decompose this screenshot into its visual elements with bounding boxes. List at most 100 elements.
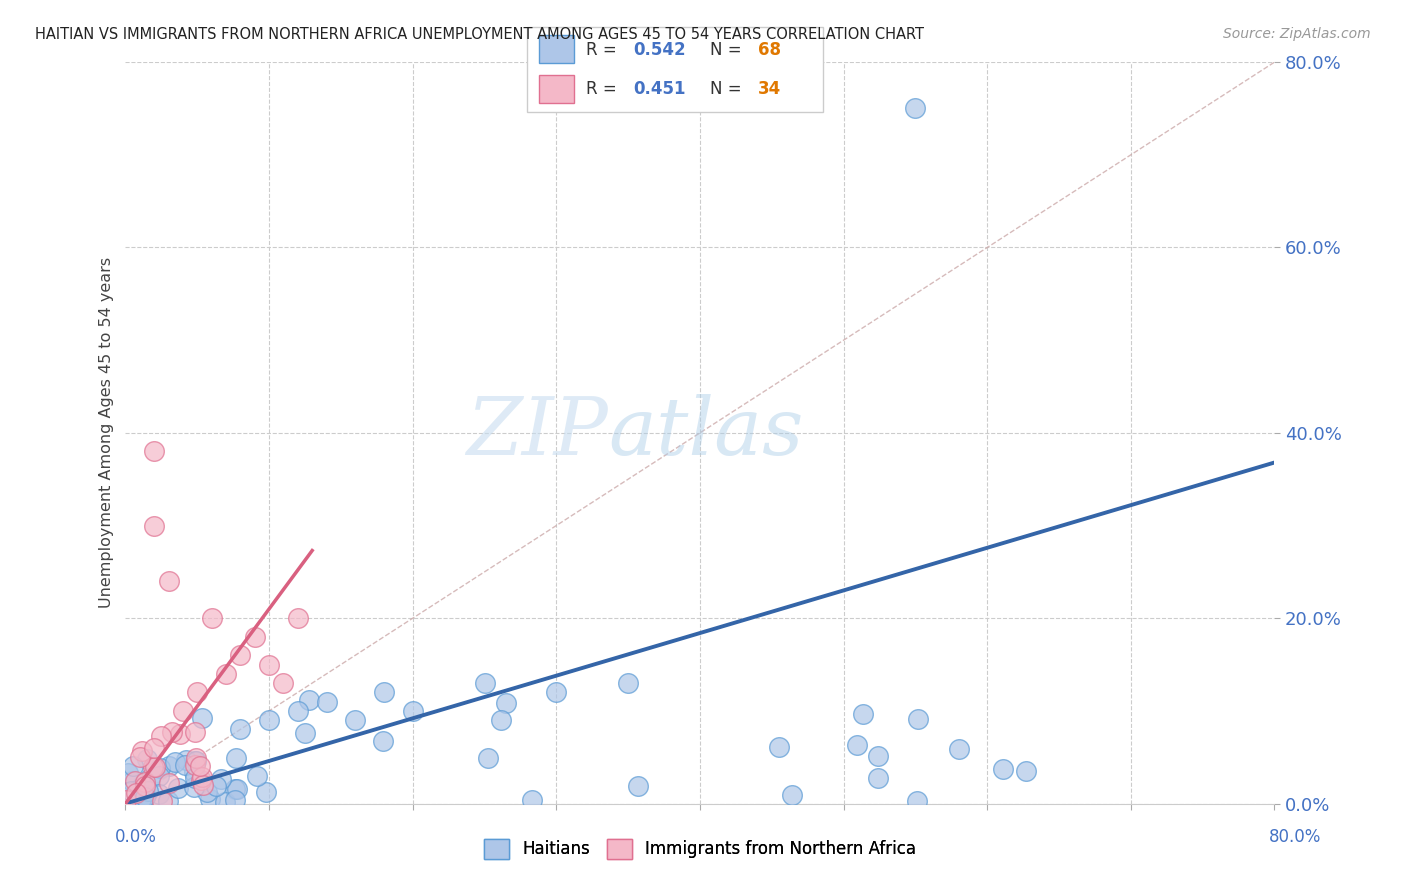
Point (190, 772, 212, 787)
Point (373, 685, 395, 699)
Point (184, 754, 207, 768)
Point (477, 751, 499, 765)
Point (122, 759, 145, 773)
Point (489, 713, 512, 727)
Point (125, 786, 148, 800)
Point (131, 792, 153, 806)
Point (183, 780, 205, 794)
Point (150, 794, 173, 808)
Point (852, 706, 875, 721)
Point (1014, 764, 1036, 779)
Point (143, 444, 166, 458)
Point (273, 676, 295, 690)
Point (195, 784, 218, 798)
Point (298, 693, 321, 707)
Point (134, 775, 156, 789)
Point (148, 769, 170, 783)
Point (143, 518, 166, 533)
Point (131, 744, 153, 758)
Text: N =: N = (710, 79, 747, 97)
Point (139, 771, 162, 785)
Text: N =: N = (710, 41, 747, 59)
Text: 34: 34 (758, 79, 780, 97)
Point (287, 611, 309, 625)
Text: HAITIAN VS IMMIGRANTS FROM NORTHERN AFRICA UNEMPLOYMENT AMONG AGES 45 TO 54 YEAR: HAITIAN VS IMMIGRANTS FROM NORTHERN AFRI… (35, 27, 924, 42)
Point (121, 773, 143, 788)
Point (229, 648, 252, 663)
Text: 0.542: 0.542 (634, 41, 686, 59)
Point (294, 726, 316, 740)
Point (124, 774, 146, 789)
Point (402, 704, 425, 718)
Point (287, 704, 309, 718)
Y-axis label: Unemployment Among Ages 45 to 54 years: Unemployment Among Ages 45 to 54 years (100, 257, 114, 608)
Point (904, 102, 927, 116)
Point (142, 760, 165, 774)
Point (120, 783, 142, 797)
Point (229, 723, 252, 737)
Text: 68: 68 (758, 41, 780, 59)
Point (173, 758, 195, 772)
Point (174, 753, 197, 767)
Point (214, 795, 236, 809)
Point (991, 762, 1014, 776)
Text: ZIP: ZIP (467, 394, 607, 472)
Point (371, 734, 394, 748)
Point (191, 711, 214, 725)
Point (209, 772, 232, 787)
Point (157, 574, 180, 588)
FancyBboxPatch shape (538, 36, 575, 63)
Point (183, 758, 205, 772)
Text: 80.0%: 80.0% (1270, 828, 1322, 846)
Legend: Haitians, Immigrants from Northern Africa: Haitians, Immigrants from Northern Afric… (477, 832, 922, 865)
Point (224, 782, 246, 797)
Point (344, 713, 367, 727)
Point (191, 778, 214, 792)
Point (135, 788, 157, 802)
Point (132, 791, 155, 805)
Point (143, 760, 166, 774)
Point (128, 750, 150, 764)
Point (183, 764, 205, 779)
Point (225, 751, 247, 765)
Point (782, 788, 804, 802)
Point (627, 779, 650, 793)
Point (149, 761, 172, 775)
Point (135, 751, 157, 765)
Point (117, 765, 139, 780)
Point (184, 772, 207, 786)
Point (546, 685, 568, 699)
Point (215, 666, 238, 681)
Point (143, 741, 166, 756)
Point (495, 696, 517, 710)
Point (167, 781, 190, 796)
Text: Source: ZipAtlas.com: Source: ZipAtlas.com (1223, 27, 1371, 41)
Point (165, 755, 187, 769)
Point (191, 770, 214, 784)
Point (159, 776, 181, 790)
Text: 0.451: 0.451 (634, 79, 686, 97)
Point (254, 784, 277, 798)
Point (134, 779, 156, 793)
Point (134, 790, 156, 805)
Point (132, 776, 155, 790)
Point (907, 712, 929, 726)
Point (948, 741, 970, 756)
Point (148, 788, 170, 802)
Point (866, 749, 889, 764)
Point (224, 793, 246, 807)
Point (246, 769, 269, 783)
Point (198, 792, 221, 806)
Point (172, 704, 194, 718)
Point (768, 739, 790, 754)
Point (257, 657, 280, 672)
Point (183, 755, 205, 769)
Point (226, 782, 249, 797)
FancyBboxPatch shape (527, 27, 823, 112)
Point (474, 676, 496, 690)
Text: R =: R = (586, 79, 623, 97)
Point (905, 794, 928, 808)
Point (186, 685, 208, 699)
Point (160, 724, 183, 739)
Point (188, 759, 211, 773)
